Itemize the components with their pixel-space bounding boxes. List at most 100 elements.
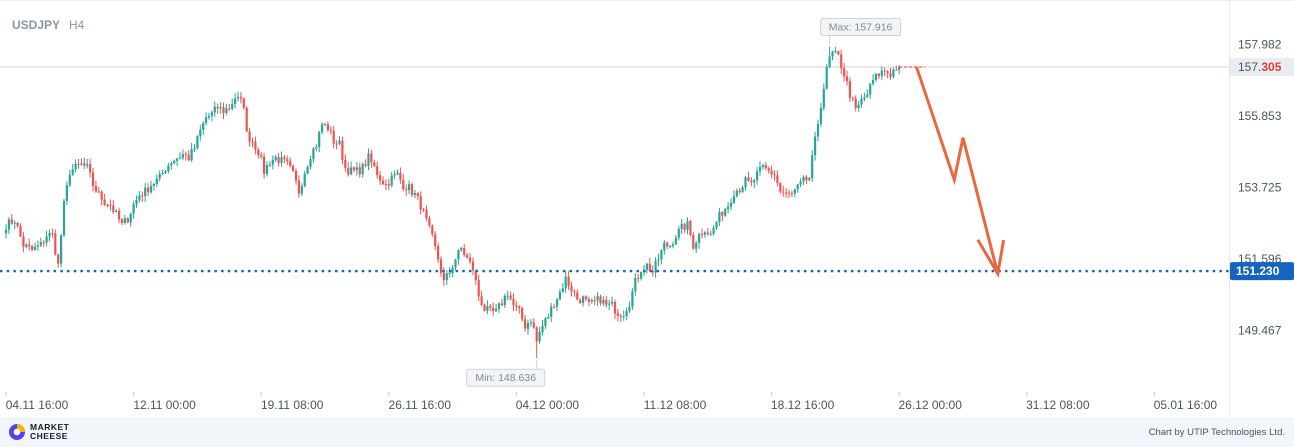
candle-body	[207, 115, 211, 118]
candle-body	[715, 221, 718, 228]
candle-body	[115, 210, 118, 212]
candle-body	[132, 204, 135, 214]
candle-body	[213, 106, 216, 113]
candle-body	[634, 277, 637, 292]
usdjpy-chart[interactable]: USDJPY H4 157.982155.853153.725151.59614…	[0, 0, 1294, 417]
candle-body	[367, 153, 370, 166]
candle-body	[184, 154, 187, 156]
candle-body	[419, 196, 422, 210]
candle-body	[251, 141, 254, 143]
candle-body	[564, 276, 567, 289]
candle-body	[402, 179, 405, 190]
candle-body	[521, 308, 524, 320]
candle-body	[724, 209, 727, 216]
candle-body	[463, 248, 466, 255]
candle-body	[863, 97, 866, 99]
candle-body	[886, 71, 889, 74]
candle-body	[495, 308, 498, 312]
candle-body	[22, 236, 25, 247]
candle-body	[883, 70, 886, 72]
candle-body	[706, 232, 709, 234]
x-tick-label: 26.11 16:00	[389, 398, 452, 412]
candle-body	[300, 185, 303, 194]
candle-body	[512, 298, 515, 306]
candle-body	[497, 303, 501, 309]
candle-body	[425, 209, 428, 219]
candle-body	[158, 174, 161, 179]
candle-body	[318, 132, 321, 147]
candle-body	[677, 228, 680, 238]
candle-body	[248, 131, 251, 142]
candle-body	[332, 130, 335, 144]
candle-body	[399, 172, 402, 180]
candle-body	[341, 140, 344, 160]
candle-body	[164, 171, 167, 173]
candle-body	[347, 168, 350, 175]
candle-body	[45, 236, 48, 243]
candle-body	[257, 149, 260, 156]
candle-body	[39, 242, 42, 246]
candle-body	[712, 227, 715, 234]
candle-body	[651, 271, 654, 273]
candle-body	[309, 159, 312, 167]
candle-body	[83, 163, 86, 166]
candle-body	[898, 67, 901, 70]
candle-body	[622, 316, 625, 318]
candle-body	[793, 189, 796, 194]
candle-body	[187, 155, 190, 161]
candle-body	[190, 149, 193, 161]
candle-body	[384, 184, 387, 186]
candle-body	[518, 306, 521, 309]
candle-body	[86, 164, 89, 166]
candle-body	[573, 291, 576, 293]
candle-body	[785, 192, 788, 194]
candle-body	[657, 259, 660, 261]
candle-body	[698, 234, 701, 243]
candle-body	[129, 213, 132, 223]
candle-body	[178, 157, 182, 159]
candle-body	[686, 221, 689, 230]
candle-body	[637, 277, 640, 279]
candle-body	[289, 160, 292, 167]
candle-body	[727, 206, 730, 210]
candle-body	[640, 272, 643, 279]
candle-body	[416, 193, 419, 197]
candle-body	[779, 183, 782, 192]
candle-body	[216, 106, 219, 109]
candle-body	[584, 296, 588, 300]
candle-body	[526, 322, 530, 329]
candle-body	[448, 273, 451, 275]
market-cheese-logo[interactable]: MARKET CHEESE	[8, 422, 78, 442]
candle-body	[466, 254, 469, 258]
candle-body	[149, 186, 153, 193]
candle-body	[758, 166, 762, 172]
candle-body	[68, 174, 71, 186]
candle-body	[808, 178, 811, 181]
candle-body	[860, 98, 863, 105]
candle-body	[152, 183, 155, 187]
candle-body	[550, 306, 553, 318]
x-tick-label: 31.12 08:00	[1026, 398, 1090, 412]
candle-body	[138, 195, 141, 200]
max-callout: Max: 157.916	[820, 17, 902, 36]
candle-body	[857, 104, 860, 109]
candle-body	[541, 325, 544, 332]
candle-body	[503, 295, 506, 306]
candle-body	[689, 221, 692, 236]
candle-body	[89, 164, 92, 173]
max-label: Max: 157.916	[829, 21, 893, 33]
candle-body	[474, 270, 477, 281]
candle-body	[892, 69, 895, 77]
candle-body	[703, 232, 706, 235]
candle-body	[222, 107, 225, 114]
candle-body	[468, 257, 472, 262]
candle-body	[570, 285, 573, 292]
candle-body	[379, 175, 382, 181]
candle-body	[161, 172, 164, 175]
candle-body	[825, 66, 828, 89]
candle-body	[834, 51, 837, 53]
candle-body	[753, 180, 756, 183]
candle-body	[874, 73, 878, 81]
candle-body	[674, 237, 677, 245]
candle-body	[509, 295, 512, 299]
